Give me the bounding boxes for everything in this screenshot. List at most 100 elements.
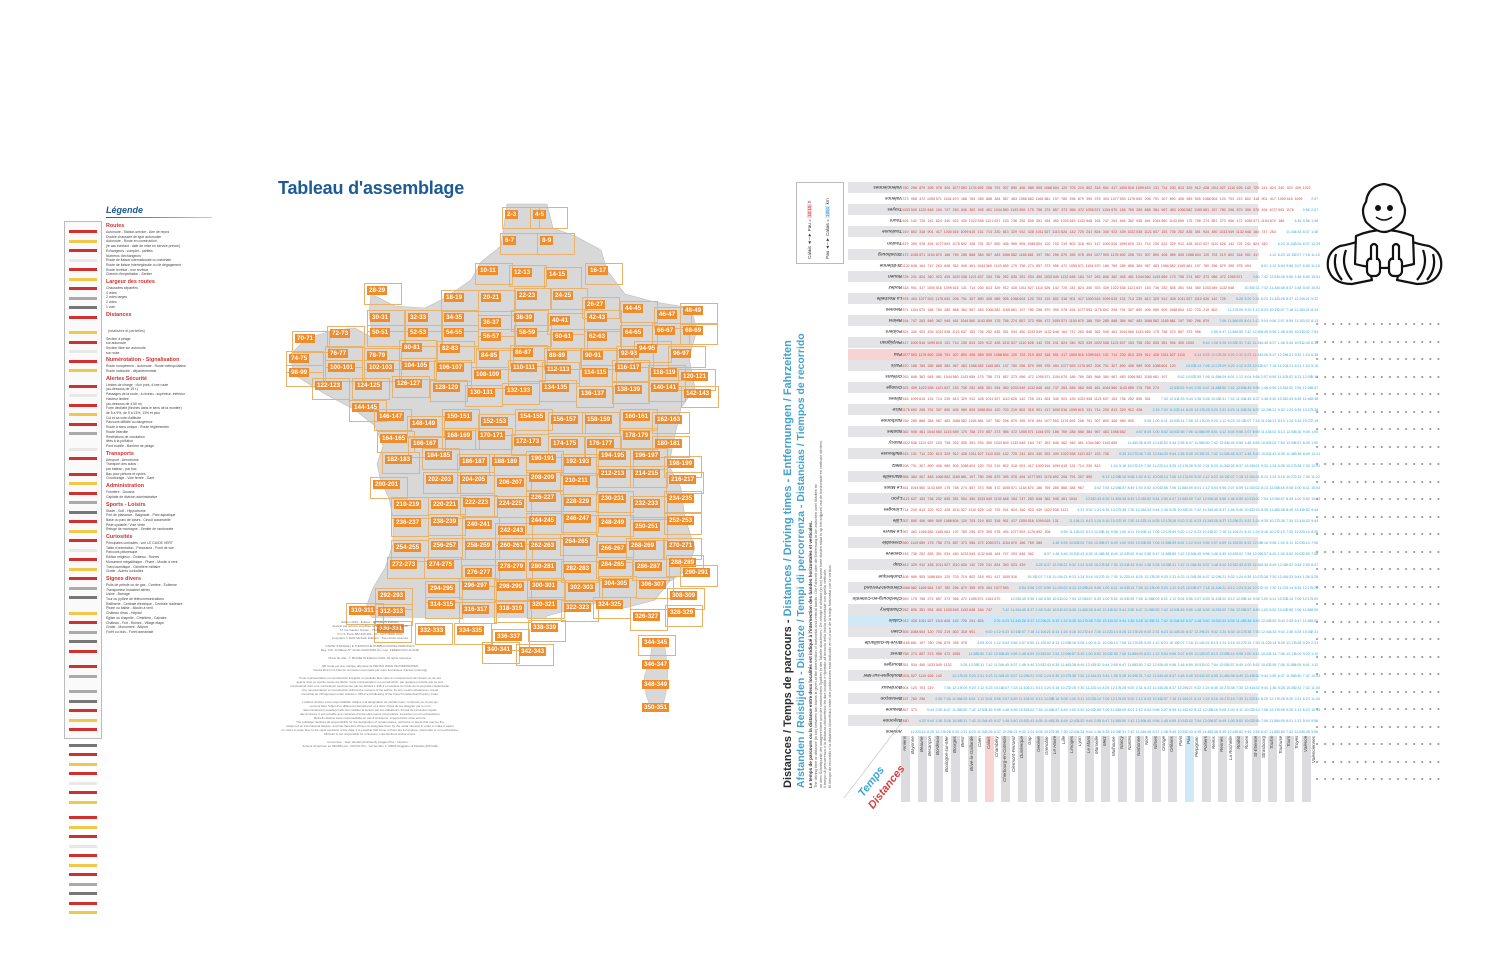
map-tile-286-287[interactable]: 286-287 (635, 562, 663, 571)
map-tile-318-319[interactable]: 318-319 (497, 604, 525, 613)
map-tile-118-119[interactable]: 118-119 (651, 368, 678, 377)
map-tile-90-91[interactable]: 90-91 (583, 351, 604, 360)
map-tile-72-73[interactable]: 72-73 (330, 329, 351, 338)
map-tile-194-195[interactable]: 194-195 (599, 451, 627, 460)
map-tile-66-67[interactable]: 66-67 (655, 326, 676, 335)
map-tile-188-189[interactable]: 188-189 (492, 457, 520, 466)
map-tile-350-351[interactable]: 350-351 (642, 703, 670, 712)
map-tile-138-139[interactable]: 138-139 (615, 385, 643, 394)
map-tile-32-33[interactable]: 32-33 (408, 313, 429, 322)
map-tile-122-123[interactable]: 122-123 (315, 381, 343, 390)
map-tile-336-337[interactable]: 336-337 (495, 632, 523, 641)
map-tile-94-95[interactable]: 94-95 (637, 344, 658, 353)
map-tile-216-217[interactable]: 216-217 (669, 475, 697, 484)
map-tile-154-155[interactable]: 154-155 (518, 412, 546, 421)
map-tile-6-7[interactable]: 6-7 (503, 236, 517, 245)
map-tile-150-151[interactable]: 150-151 (445, 412, 473, 421)
map-tile-78-79[interactable]: 78-79 (367, 351, 388, 360)
map-tile-176-177[interactable]: 176-177 (587, 439, 615, 448)
map-tile-208-209[interactable]: 208-209 (529, 473, 557, 482)
map-tile-268-269[interactable]: 268-269 (629, 541, 657, 550)
map-tile-114-115[interactable]: 114-115 (582, 368, 609, 377)
map-tile-282-283[interactable]: 282-283 (564, 564, 592, 573)
map-tile-182-183[interactable]: 182-183 (385, 455, 413, 464)
map-tile-296-297[interactable]: 296-297 (462, 581, 490, 590)
map-tile-232-233[interactable]: 232-233 (633, 499, 661, 508)
map-tile-338-339[interactable]: 338-339 (531, 623, 559, 632)
map-tile-278-279[interactable]: 278-279 (498, 562, 526, 571)
map-tile-210-211[interactable]: 210-211 (563, 476, 590, 485)
map-tile-60-61[interactable]: 60-61 (553, 332, 574, 341)
map-tile-14-15[interactable]: 14-15 (547, 270, 568, 279)
map-tile-44-45[interactable]: 44-45 (623, 304, 644, 313)
map-tile-258-259[interactable]: 258-259 (465, 541, 493, 550)
map-tile-294-295[interactable]: 294-295 (428, 584, 456, 593)
map-tile-192-193[interactable]: 192-193 (564, 457, 592, 466)
map-tile-162-163[interactable]: 162-163 (655, 415, 683, 424)
map-tile-76-77[interactable]: 76-77 (328, 349, 349, 358)
map-tile-144-145[interactable]: 144-145 (352, 403, 380, 412)
map-tile-246-247[interactable]: 246-247 (564, 514, 592, 523)
map-tile-180-181[interactable]: 180-181 (655, 439, 683, 448)
map-tile-84-85[interactable]: 84-85 (479, 351, 500, 360)
map-tile-340-341[interactable]: 340-341 (485, 645, 513, 654)
map-tile-326-327[interactable]: 326-327 (633, 612, 661, 621)
map-tile-10-11[interactable]: 10-11 (478, 266, 498, 275)
map-tile-200-201[interactable]: 200-201 (373, 480, 401, 489)
map-tile-346-347[interactable]: 346-347 (642, 660, 670, 669)
map-tile-130-131[interactable]: 130-131 (468, 388, 496, 397)
map-tile-8-9[interactable]: 8-9 (540, 236, 554, 245)
map-tile-312-313[interactable]: 312-313 (378, 607, 406, 616)
map-tile-106-107[interactable]: 106-107 (437, 363, 465, 372)
map-tile-134-135[interactable]: 134-135 (542, 383, 570, 392)
map-tile-22-23[interactable]: 22-23 (517, 291, 538, 300)
map-tile-34-35[interactable]: 34-35 (444, 313, 465, 322)
map-tile-100-101[interactable]: 100-101 (328, 363, 356, 372)
map-tile-46-47[interactable]: 46-47 (657, 310, 678, 319)
map-tile-40-41[interactable]: 40-41 (550, 316, 571, 325)
map-tile-262-263[interactable]: 262-263 (529, 541, 557, 550)
map-tile-30-31[interactable]: 30-31 (370, 313, 391, 322)
map-tile-142-143[interactable]: 142-143 (684, 389, 712, 398)
map-tile-242-243[interactable]: 242-243 (498, 526, 526, 535)
map-tile-290-291[interactable]: 290-291 (683, 568, 711, 577)
map-tile-158-159[interactable]: 158-159 (585, 415, 613, 424)
map-tile-256-257[interactable]: 256-257 (431, 541, 459, 550)
map-tile-126-127[interactable]: 126-127 (395, 379, 423, 388)
map-tile-86-87[interactable]: 86-87 (513, 348, 534, 357)
map-tile-148-149[interactable]: 148-149 (410, 419, 438, 428)
map-tile-52-53[interactable]: 52-53 (408, 328, 429, 337)
map-tile-220-221[interactable]: 220-221 (431, 500, 459, 509)
map-tile-170-171[interactable]: 170-171 (478, 431, 506, 440)
map-tile-206-207[interactable]: 206-207 (497, 478, 525, 487)
map-tile-300-301[interactable]: 300-301 (530, 581, 558, 590)
map-tile-24-25[interactable]: 24-25 (553, 291, 574, 300)
map-tile-80-81[interactable]: 80-81 (402, 343, 423, 352)
map-tile-236-237[interactable]: 236-237 (394, 518, 422, 527)
map-tile-68-69[interactable]: 68-69 (683, 326, 704, 335)
map-tile-284-285[interactable]: 284-285 (599, 560, 627, 569)
map-tile-190-191[interactable]: 190-191 (529, 454, 557, 463)
map-tile-58-59[interactable]: 58-59 (517, 328, 538, 337)
map-tile-344-345[interactable]: 344-345 (642, 638, 670, 647)
map-tile-222-223[interactable]: 222-223 (463, 498, 491, 507)
map-tile-38-39[interactable]: 38-39 (514, 313, 535, 322)
map-tile-288-289[interactable]: 288-289 (669, 558, 697, 567)
map-tile-12-13[interactable]: 12-13 (512, 268, 533, 277)
map-tile-260-261[interactable]: 260-261 (498, 541, 526, 550)
map-tile-322-323[interactable]: 322-323 (564, 603, 592, 612)
map-tile-302-303[interactable]: 302-303 (568, 583, 596, 592)
map-tile-4-5[interactable]: 4-5 (533, 210, 547, 219)
map-tile-108-109[interactable]: 108-109 (474, 370, 502, 379)
map-tile-292-293[interactable]: 292-293 (378, 591, 406, 600)
map-tile-276-277[interactable]: 276-277 (465, 568, 493, 577)
map-tile-42-43[interactable]: 42-43 (587, 313, 608, 322)
map-tile-250-251[interactable]: 250-251 (633, 522, 661, 531)
map-tile-168-169[interactable]: 168-169 (445, 431, 473, 440)
map-tile-320-321[interactable]: 320-321 (530, 600, 558, 609)
map-tile-218-219[interactable]: 218-219 (394, 500, 422, 509)
map-tile-74-75[interactable]: 74-75 (289, 354, 310, 363)
map-tile-54-55[interactable]: 54-55 (444, 328, 465, 337)
map-tile-328-329[interactable]: 328-329 (668, 608, 696, 617)
map-tile-104-105[interactable]: 104-105 (402, 361, 430, 370)
